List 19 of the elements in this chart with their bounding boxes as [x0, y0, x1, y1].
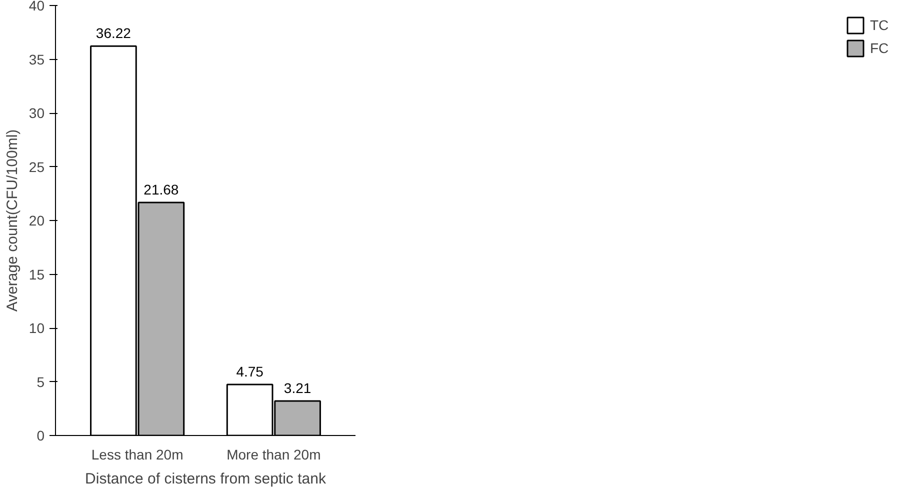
x-tick-label: More than 20m	[226, 446, 321, 462]
y-tick-label: 30	[28, 105, 45, 121]
y-tick-label: 40	[28, 0, 45, 14]
y-tick-label: 0	[36, 428, 45, 444]
y-tick-label: 5	[36, 374, 45, 390]
y-tick-label: 20	[28, 212, 45, 228]
y-tick-label: 10	[28, 320, 45, 336]
y-tick-label: 35	[28, 51, 45, 68]
data-label: 3.21	[284, 380, 312, 396]
data-label: 36.22	[96, 25, 132, 42]
y-tick-label: 15	[28, 266, 45, 282]
x-axis-title: Distance of cisterns from septic tank	[85, 470, 326, 488]
y-tick-label: 25	[28, 158, 45, 175]
legend-label: FC	[870, 40, 890, 56]
data-label: 21.68	[144, 181, 179, 198]
y-axis-title: Average count(CFU/100ml)	[4, 129, 21, 312]
legend-label: TC	[870, 17, 890, 33]
x-tick-label: Less than 20m	[91, 446, 184, 462]
data-label: 4.75	[236, 363, 264, 380]
